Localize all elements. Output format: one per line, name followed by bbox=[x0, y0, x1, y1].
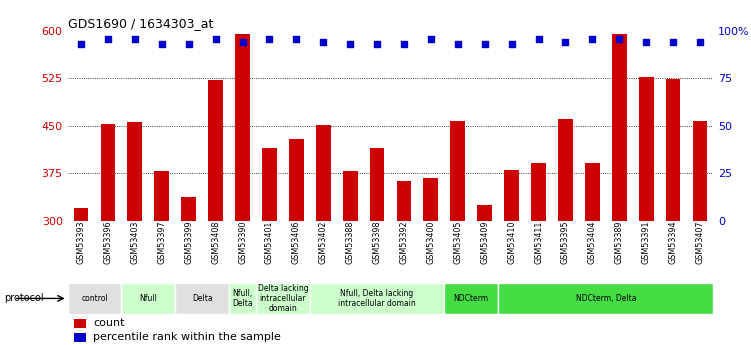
Bar bbox=[612, 34, 626, 221]
Bar bbox=[445, 283, 498, 314]
Point bbox=[237, 40, 249, 45]
Point bbox=[264, 36, 276, 41]
Point bbox=[478, 41, 490, 47]
Bar bbox=[68, 283, 122, 314]
Text: Delta: Delta bbox=[192, 294, 213, 303]
Bar bbox=[122, 283, 175, 314]
Text: GSM53398: GSM53398 bbox=[372, 221, 382, 264]
Text: GSM53406: GSM53406 bbox=[292, 221, 301, 264]
Bar bbox=[369, 148, 385, 221]
Point bbox=[425, 36, 437, 41]
Bar bbox=[262, 148, 277, 221]
Bar bbox=[531, 162, 546, 221]
Text: GSM53390: GSM53390 bbox=[238, 221, 247, 264]
Point bbox=[371, 41, 383, 47]
Text: GSM53396: GSM53396 bbox=[104, 221, 113, 264]
Text: percentile rank within the sample: percentile rank within the sample bbox=[93, 332, 282, 342]
Text: GSM53392: GSM53392 bbox=[400, 221, 409, 264]
Text: GSM53411: GSM53411 bbox=[534, 221, 543, 264]
Point bbox=[182, 41, 195, 47]
Point bbox=[505, 41, 517, 47]
Point bbox=[667, 40, 679, 45]
Bar bbox=[665, 79, 680, 221]
Point bbox=[102, 36, 114, 41]
Point bbox=[317, 40, 329, 45]
Text: GSM53407: GSM53407 bbox=[695, 221, 704, 264]
Point bbox=[640, 40, 652, 45]
Text: protocol: protocol bbox=[4, 294, 44, 303]
Bar bbox=[478, 205, 492, 221]
Bar bbox=[504, 170, 519, 221]
Text: Nfull, Delta lacking
intracellular domain: Nfull, Delta lacking intracellular domai… bbox=[338, 289, 416, 308]
Text: Nfull,
Delta: Nfull, Delta bbox=[232, 289, 253, 308]
Bar bbox=[397, 181, 412, 221]
Text: GSM53391: GSM53391 bbox=[641, 221, 650, 264]
Text: GSM53408: GSM53408 bbox=[211, 221, 220, 264]
Text: GSM53400: GSM53400 bbox=[427, 221, 436, 264]
Bar bbox=[128, 122, 142, 221]
Bar bbox=[181, 197, 196, 221]
Point bbox=[452, 41, 464, 47]
Text: GSM53409: GSM53409 bbox=[480, 221, 489, 264]
Point bbox=[155, 41, 167, 47]
Point bbox=[614, 36, 626, 41]
Point bbox=[694, 40, 706, 45]
Text: GDS1690 / 1634303_at: GDS1690 / 1634303_at bbox=[68, 17, 213, 30]
Bar bbox=[585, 162, 600, 221]
Text: count: count bbox=[93, 318, 125, 328]
Text: GSM53410: GSM53410 bbox=[507, 221, 516, 264]
Text: Delta lacking
intracellular
domain: Delta lacking intracellular domain bbox=[258, 284, 308, 313]
Bar bbox=[208, 80, 223, 221]
Text: GSM53402: GSM53402 bbox=[318, 221, 327, 264]
Bar bbox=[235, 34, 250, 221]
Bar bbox=[309, 283, 445, 314]
Bar bbox=[74, 208, 89, 221]
Bar bbox=[229, 283, 256, 314]
Point bbox=[559, 40, 572, 45]
Bar bbox=[558, 119, 573, 221]
Text: GSM53394: GSM53394 bbox=[668, 221, 677, 264]
Text: GSM53395: GSM53395 bbox=[561, 221, 570, 264]
Text: GSM53404: GSM53404 bbox=[588, 221, 597, 264]
Bar bbox=[692, 121, 707, 221]
Bar bbox=[424, 178, 439, 221]
Text: GSM53397: GSM53397 bbox=[157, 221, 166, 264]
Bar bbox=[155, 171, 169, 221]
Text: GSM53399: GSM53399 bbox=[184, 221, 193, 264]
Bar bbox=[74, 319, 86, 328]
Text: GSM53393: GSM53393 bbox=[77, 221, 86, 264]
Text: control: control bbox=[81, 294, 108, 303]
Bar bbox=[342, 171, 357, 221]
Text: GSM53388: GSM53388 bbox=[345, 221, 354, 264]
Text: GSM53389: GSM53389 bbox=[615, 221, 624, 264]
Bar bbox=[175, 283, 229, 314]
Text: GSM53401: GSM53401 bbox=[265, 221, 274, 264]
Text: GSM53403: GSM53403 bbox=[131, 221, 140, 264]
Point bbox=[210, 36, 222, 41]
Point bbox=[129, 36, 141, 41]
Text: NDCterm: NDCterm bbox=[454, 294, 489, 303]
Bar bbox=[289, 139, 303, 221]
Bar bbox=[451, 121, 465, 221]
Text: Nfull: Nfull bbox=[140, 294, 157, 303]
Text: NDCterm, Delta: NDCterm, Delta bbox=[575, 294, 636, 303]
Bar bbox=[74, 333, 86, 342]
Point bbox=[291, 36, 303, 41]
Point bbox=[398, 41, 410, 47]
Bar bbox=[256, 283, 309, 314]
Bar bbox=[316, 125, 330, 221]
Point bbox=[75, 41, 87, 47]
Point bbox=[344, 41, 356, 47]
Bar bbox=[498, 283, 713, 314]
Text: GSM53405: GSM53405 bbox=[454, 221, 463, 264]
Bar bbox=[101, 124, 116, 221]
Bar bbox=[639, 77, 653, 221]
Point bbox=[587, 36, 599, 41]
Point bbox=[532, 36, 544, 41]
